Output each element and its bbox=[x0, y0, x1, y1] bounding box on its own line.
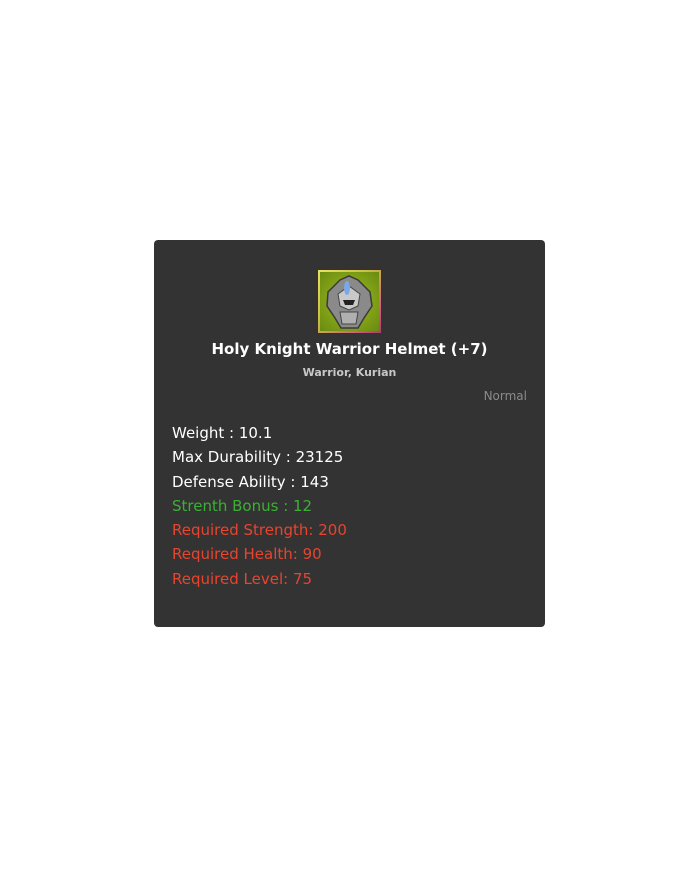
stat-required-health: Required Health: 90 bbox=[172, 545, 322, 564]
stat-required-level: Required Level: 75 bbox=[172, 569, 313, 588]
item-stats: Weight : 10.1 Max Durability : 23125 Def… bbox=[172, 421, 347, 591]
stat-required-strength: Required Strength: 200 bbox=[172, 521, 347, 540]
item-grade: Normal bbox=[483, 389, 527, 403]
item-name: Holy Knight Warrior Helmet (+7) bbox=[211, 340, 488, 358]
stat-strength-bonus: Strenth Bonus : 12 bbox=[172, 496, 313, 515]
item-tooltip: Holy Knight Warrior Helmet (+7) Warrior,… bbox=[154, 240, 545, 627]
item-classes: Warrior, Kurian bbox=[302, 366, 397, 379]
stat-max-durability: Max Durability : 23125 bbox=[172, 448, 344, 467]
stat-weight: Weight : 10.1 bbox=[172, 424, 273, 442]
stat-defense-ability: Defense Ability : 143 bbox=[172, 472, 329, 491]
helmet-icon bbox=[318, 270, 381, 333]
